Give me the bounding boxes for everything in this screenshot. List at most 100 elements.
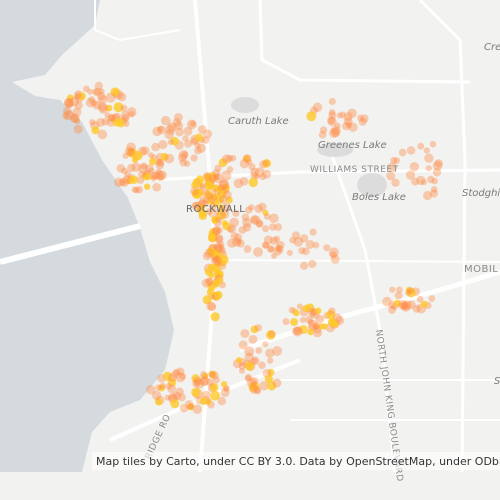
density-dot <box>96 117 106 127</box>
density-dot <box>216 226 223 234</box>
density-dot <box>150 175 157 182</box>
density-dot <box>144 173 152 181</box>
density-dot <box>97 102 108 112</box>
density-dot <box>131 186 138 193</box>
density-dot <box>155 384 162 391</box>
density-dot <box>212 169 221 177</box>
density-dot <box>308 259 317 269</box>
density-dot <box>273 246 283 256</box>
density-dot <box>342 121 351 131</box>
density-dot <box>312 102 323 113</box>
density-dot <box>293 236 304 247</box>
density-dot <box>328 111 337 120</box>
density-dot <box>242 155 251 163</box>
density-dot <box>136 176 145 184</box>
density-dot <box>416 175 426 186</box>
density-dot <box>307 318 314 326</box>
density-dot <box>292 326 303 337</box>
density-dot <box>299 261 309 270</box>
density-dot <box>235 238 242 245</box>
density-dot <box>218 195 228 204</box>
density-dot <box>427 175 435 184</box>
density-dot <box>430 185 438 193</box>
density-dot <box>262 341 269 348</box>
density-dot <box>208 370 217 379</box>
density-dot <box>307 307 318 317</box>
density-dot <box>62 111 70 120</box>
density-dot <box>292 327 300 335</box>
density-dot <box>195 133 203 142</box>
density-dot <box>194 378 205 389</box>
density-dot <box>206 288 215 296</box>
density-dot <box>98 103 109 114</box>
density-dot <box>242 223 252 232</box>
density-dot <box>330 255 340 264</box>
density-dot <box>343 112 353 122</box>
roads <box>0 0 500 473</box>
density-dot <box>238 362 246 370</box>
density-dot <box>286 249 293 256</box>
density-dot <box>248 163 256 171</box>
density-dot <box>199 196 207 203</box>
density-dot <box>154 397 163 406</box>
lake-label: Greenes Lake <box>318 140 387 151</box>
density-dot <box>307 319 318 330</box>
density-dot <box>225 154 234 163</box>
density-dot <box>250 167 260 177</box>
density-dot <box>199 397 208 406</box>
density-dot <box>244 373 252 381</box>
density-dot <box>107 113 116 122</box>
density-dot <box>73 118 81 125</box>
density-dot <box>187 403 195 411</box>
density-dot <box>329 128 339 138</box>
density-dot <box>140 162 148 170</box>
density-dot <box>387 162 398 173</box>
density-dot <box>263 213 271 220</box>
density-dot <box>249 376 259 386</box>
density-dot <box>262 241 270 249</box>
density-dot <box>244 346 255 357</box>
density-dot <box>216 244 225 252</box>
density-dot <box>171 370 180 379</box>
density-dot <box>406 146 416 155</box>
density-dot <box>108 114 116 122</box>
density-dot <box>348 122 358 132</box>
density-dot <box>124 171 131 178</box>
density-dot <box>167 122 177 132</box>
density-dot <box>197 204 204 211</box>
density-dot <box>328 307 336 315</box>
density-dot <box>345 121 353 129</box>
density-dot <box>420 300 428 308</box>
density-dot <box>98 88 105 95</box>
density-dot <box>192 201 203 212</box>
density-dot <box>396 286 403 294</box>
density-dot <box>191 374 200 383</box>
density-dot <box>429 189 439 198</box>
density-dot <box>386 171 396 181</box>
density-dot <box>432 160 443 171</box>
density-dot <box>193 376 202 386</box>
density-dot <box>154 170 165 181</box>
density-dot <box>393 157 400 164</box>
density-dot <box>328 97 336 106</box>
density-dot <box>206 277 214 285</box>
density-dot <box>209 174 217 183</box>
density-dot <box>202 295 212 305</box>
density-dot <box>250 215 261 226</box>
density-dot <box>126 107 137 117</box>
density-dot <box>155 158 163 166</box>
density-dot <box>214 233 224 243</box>
density-dot <box>147 152 155 159</box>
lake-ray-hubbard <box>0 0 174 472</box>
lake-label: Caruth Lake <box>228 116 289 127</box>
density-dot <box>157 170 167 181</box>
density-dot <box>229 154 237 162</box>
density-dot <box>267 330 276 338</box>
density-dot <box>155 168 162 175</box>
density-dot <box>296 303 303 310</box>
density-dot <box>223 190 232 200</box>
density-dot <box>72 107 82 117</box>
density-dot <box>221 154 232 164</box>
density-dot <box>248 204 255 211</box>
